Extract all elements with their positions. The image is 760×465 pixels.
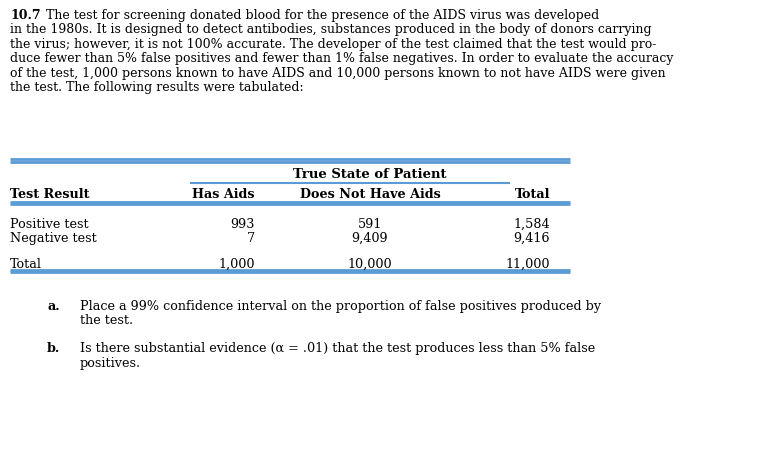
Text: 591: 591 [358, 218, 382, 231]
Text: Positive test: Positive test [10, 218, 89, 231]
Text: 993: 993 [230, 218, 255, 231]
Text: b.: b. [47, 342, 60, 355]
Text: Place a 99% confidence interval on the proportion of false positives produced by: Place a 99% confidence interval on the p… [80, 300, 601, 313]
Text: 9,409: 9,409 [352, 232, 388, 245]
Text: 10.7: 10.7 [10, 9, 40, 22]
Text: 1,000: 1,000 [219, 258, 255, 271]
Text: the virus; however, it is not 100% accurate. The developer of the test claimed t: the virus; however, it is not 100% accur… [10, 38, 657, 51]
Text: The test for screening donated blood for the presence of the AIDS virus was deve: The test for screening donated blood for… [46, 9, 599, 22]
Text: 7: 7 [247, 232, 255, 245]
Text: in the 1980s. It is designed to detect antibodies, substances produced in the bo: in the 1980s. It is designed to detect a… [10, 24, 651, 36]
Text: Negative test: Negative test [10, 232, 97, 245]
Text: the test. The following results were tabulated:: the test. The following results were tab… [10, 81, 304, 94]
Text: Test Result: Test Result [10, 188, 90, 201]
Text: Total: Total [515, 188, 550, 201]
Text: True State of Patient: True State of Patient [293, 168, 447, 181]
Text: 11,000: 11,000 [505, 258, 550, 271]
Text: Has Aids: Has Aids [192, 188, 255, 201]
Text: a.: a. [47, 300, 60, 313]
Text: 10,000: 10,000 [347, 258, 392, 271]
Text: 1,584: 1,584 [513, 218, 550, 231]
Text: 9,416: 9,416 [514, 232, 550, 245]
Text: the test.: the test. [80, 314, 133, 327]
Text: of the test, 1,000 persons known to have AIDS and 10,000 persons known to not ha: of the test, 1,000 persons known to have… [10, 67, 666, 80]
Text: duce fewer than 5% false positives and fewer than 1% false negatives. In order t: duce fewer than 5% false positives and f… [10, 53, 673, 66]
Text: Total: Total [10, 258, 42, 271]
Text: Does Not Have Aids: Does Not Have Aids [299, 188, 440, 201]
Text: Is there substantial evidence (α = .01) that the test produces less than 5% fals: Is there substantial evidence (α = .01) … [80, 342, 595, 355]
Text: positives.: positives. [80, 357, 141, 370]
